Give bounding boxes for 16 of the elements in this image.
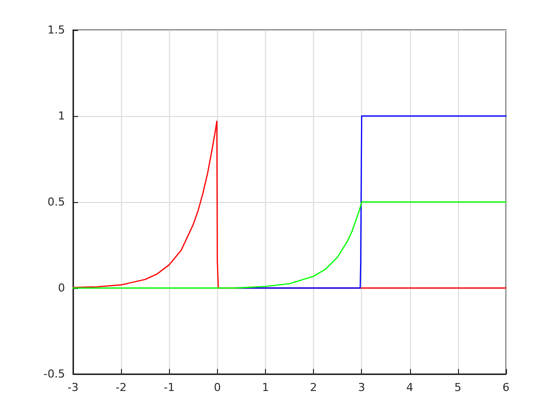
x-tick-label: 4 — [406, 381, 414, 394]
y-tick-label: 1 — [58, 110, 65, 122]
y-tick-label: -0.5 — [44, 368, 65, 380]
x-tick-label: 1 — [262, 381, 269, 394]
y-tick-label: 0.5 — [48, 196, 65, 208]
line-series — [72, 201, 507, 289]
x-tick-label: 0 — [214, 381, 221, 394]
y-tick-label: 0 — [58, 282, 65, 294]
x-tick-label: -3 — [68, 381, 78, 394]
x-tick-label: 6 — [502, 381, 510, 394]
y-tick-label: 1.5 — [48, 24, 65, 36]
x-tick-label: 5 — [454, 381, 462, 394]
x-tick-label: 2 — [310, 381, 318, 394]
x-tick-label: -1 — [164, 381, 175, 394]
x-tick-label: 3 — [358, 381, 366, 394]
x-tick-label: -2 — [116, 381, 127, 394]
